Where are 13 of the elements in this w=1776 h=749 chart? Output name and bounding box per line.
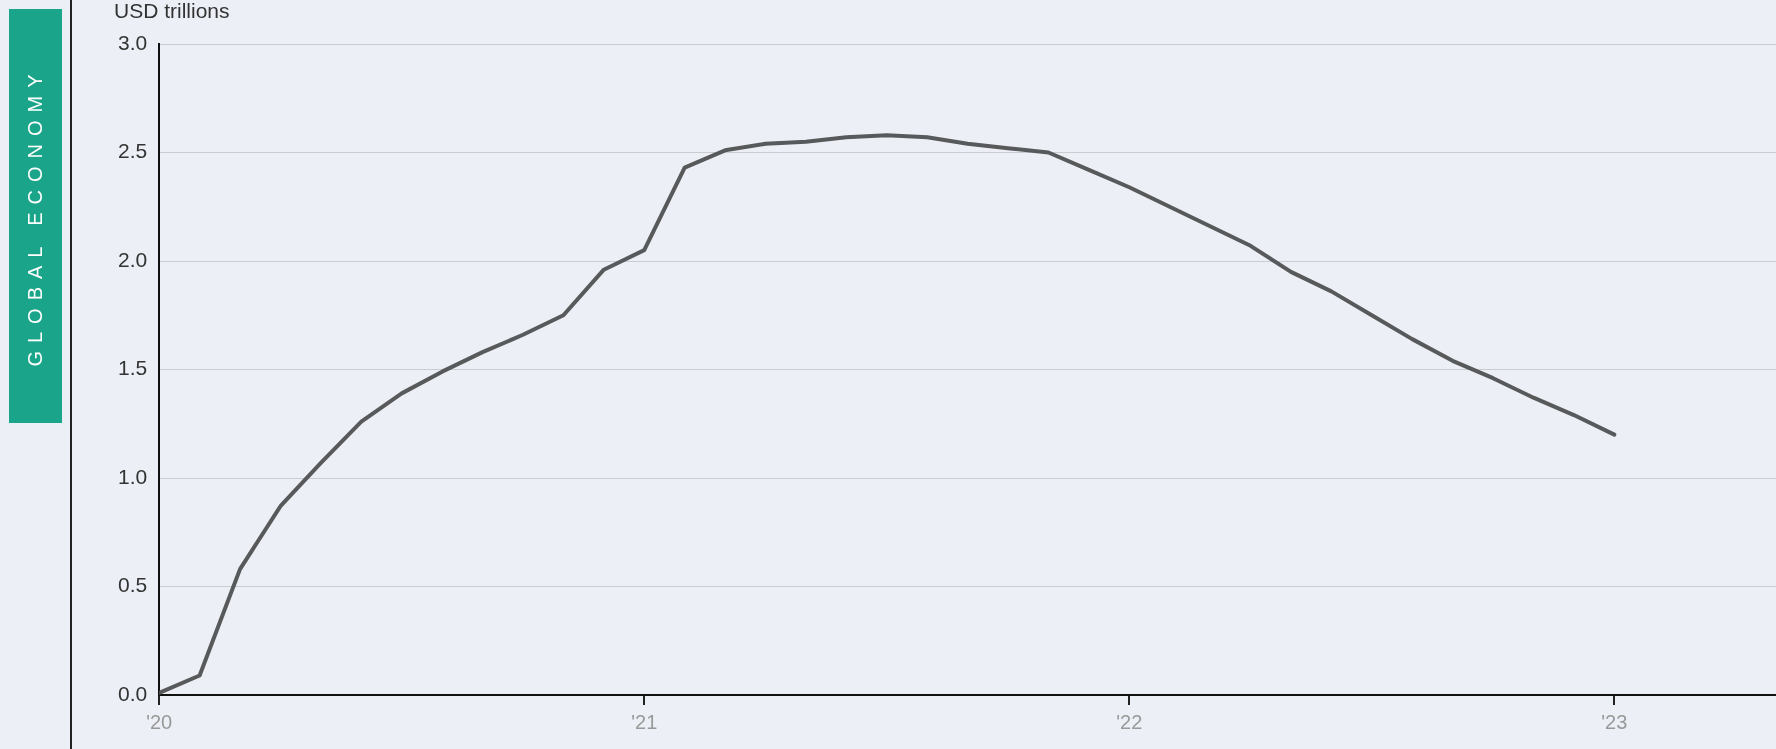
y-tick-label: 3.0 [117,30,148,54]
y-tick-label: 1.0 [117,464,148,488]
text: GLOBAL ECONOMY [24,65,47,367]
y-axis-title: USD trillions [114,0,230,23]
y-tick-label: 2.5 [117,139,148,163]
x-tick-label: '20 [146,710,173,733]
y-tick-label: 1.5 [117,356,148,380]
x-tick-label: '21 [631,710,658,733]
y-tick-label: 2.0 [117,247,148,271]
x-tick-label: '23 [1601,710,1628,733]
x-tick-label: '22 [1116,710,1143,733]
y-tick-label: 0.0 [117,681,148,705]
y-tick-label: 0.5 [117,573,148,597]
